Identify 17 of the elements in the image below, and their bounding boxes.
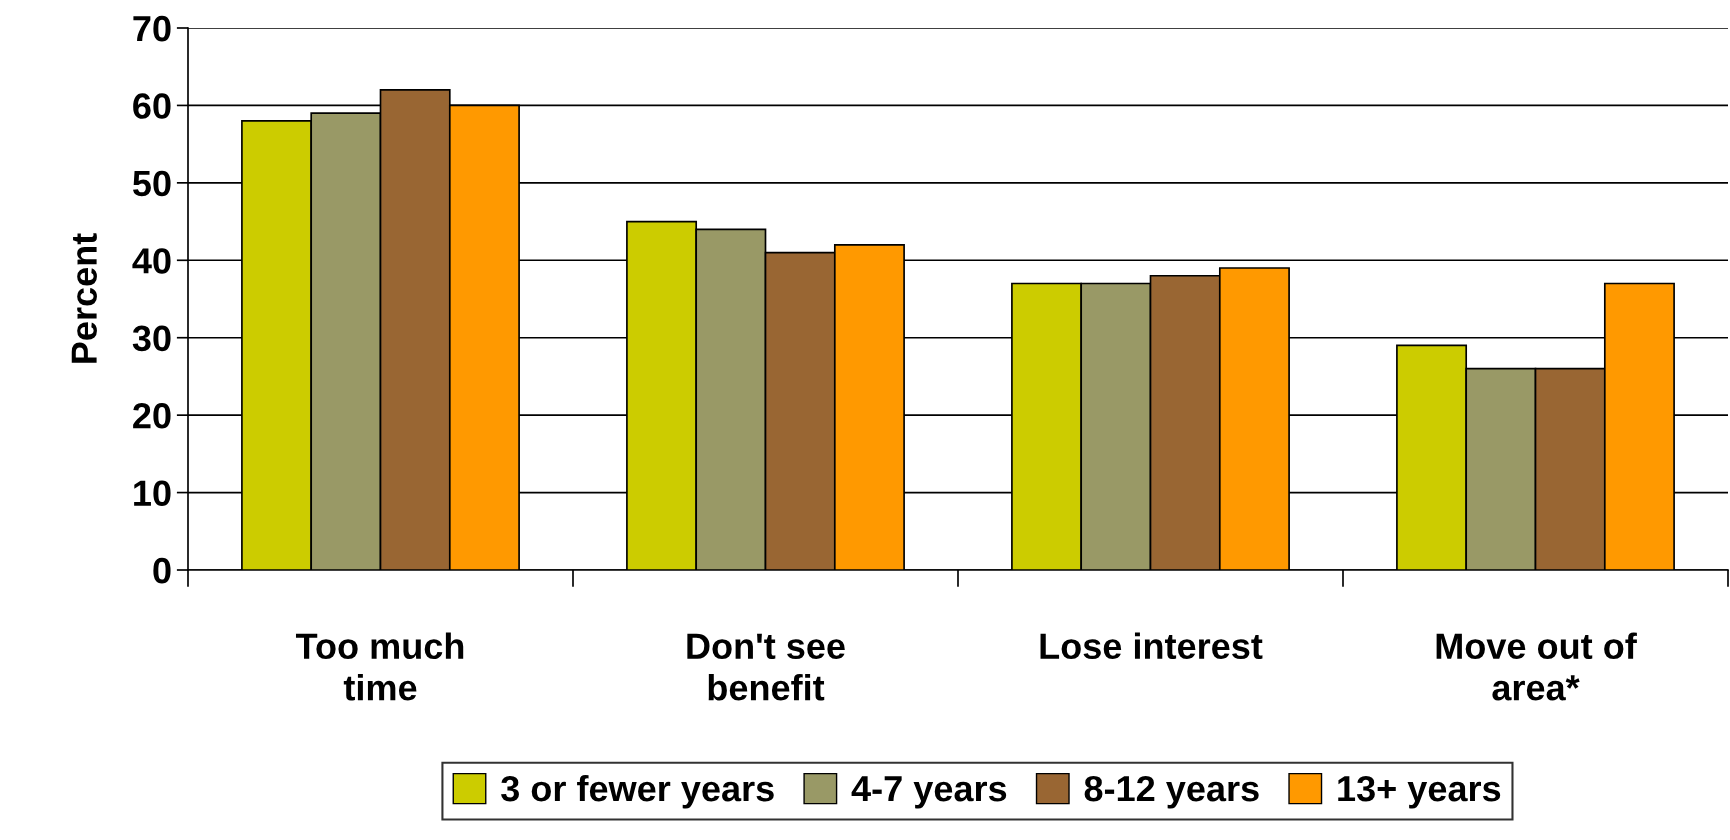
legend-label: 4-7 years bbox=[851, 776, 1007, 809]
y-tick-label: 70 bbox=[133, 15, 171, 42]
y-tick-label: 60 bbox=[133, 93, 171, 119]
x-tick-label: Lose interest bbox=[1040, 632, 1263, 660]
x-tick-label: Too much time bbox=[295, 632, 464, 701]
y-tick-label: 40 bbox=[132, 248, 171, 274]
legend-label: 13+ years bbox=[1338, 775, 1501, 809]
legend-label: 3 or fewer years bbox=[501, 774, 774, 809]
x-tick-label: Move out of area* bbox=[1436, 632, 1637, 701]
y-tick-label: 0 bbox=[153, 557, 171, 584]
x-tick-label: Don't see benefit bbox=[687, 633, 845, 701]
legend-label: 8-12 years bbox=[1084, 775, 1259, 809]
y-tick-label: 30 bbox=[132, 325, 171, 352]
y-tick-label: 10 bbox=[134, 480, 171, 507]
y-axis-title: Percent bbox=[71, 233, 97, 363]
y-tick-label: 50 bbox=[132, 170, 171, 197]
y-tick-label: 20 bbox=[133, 403, 171, 429]
